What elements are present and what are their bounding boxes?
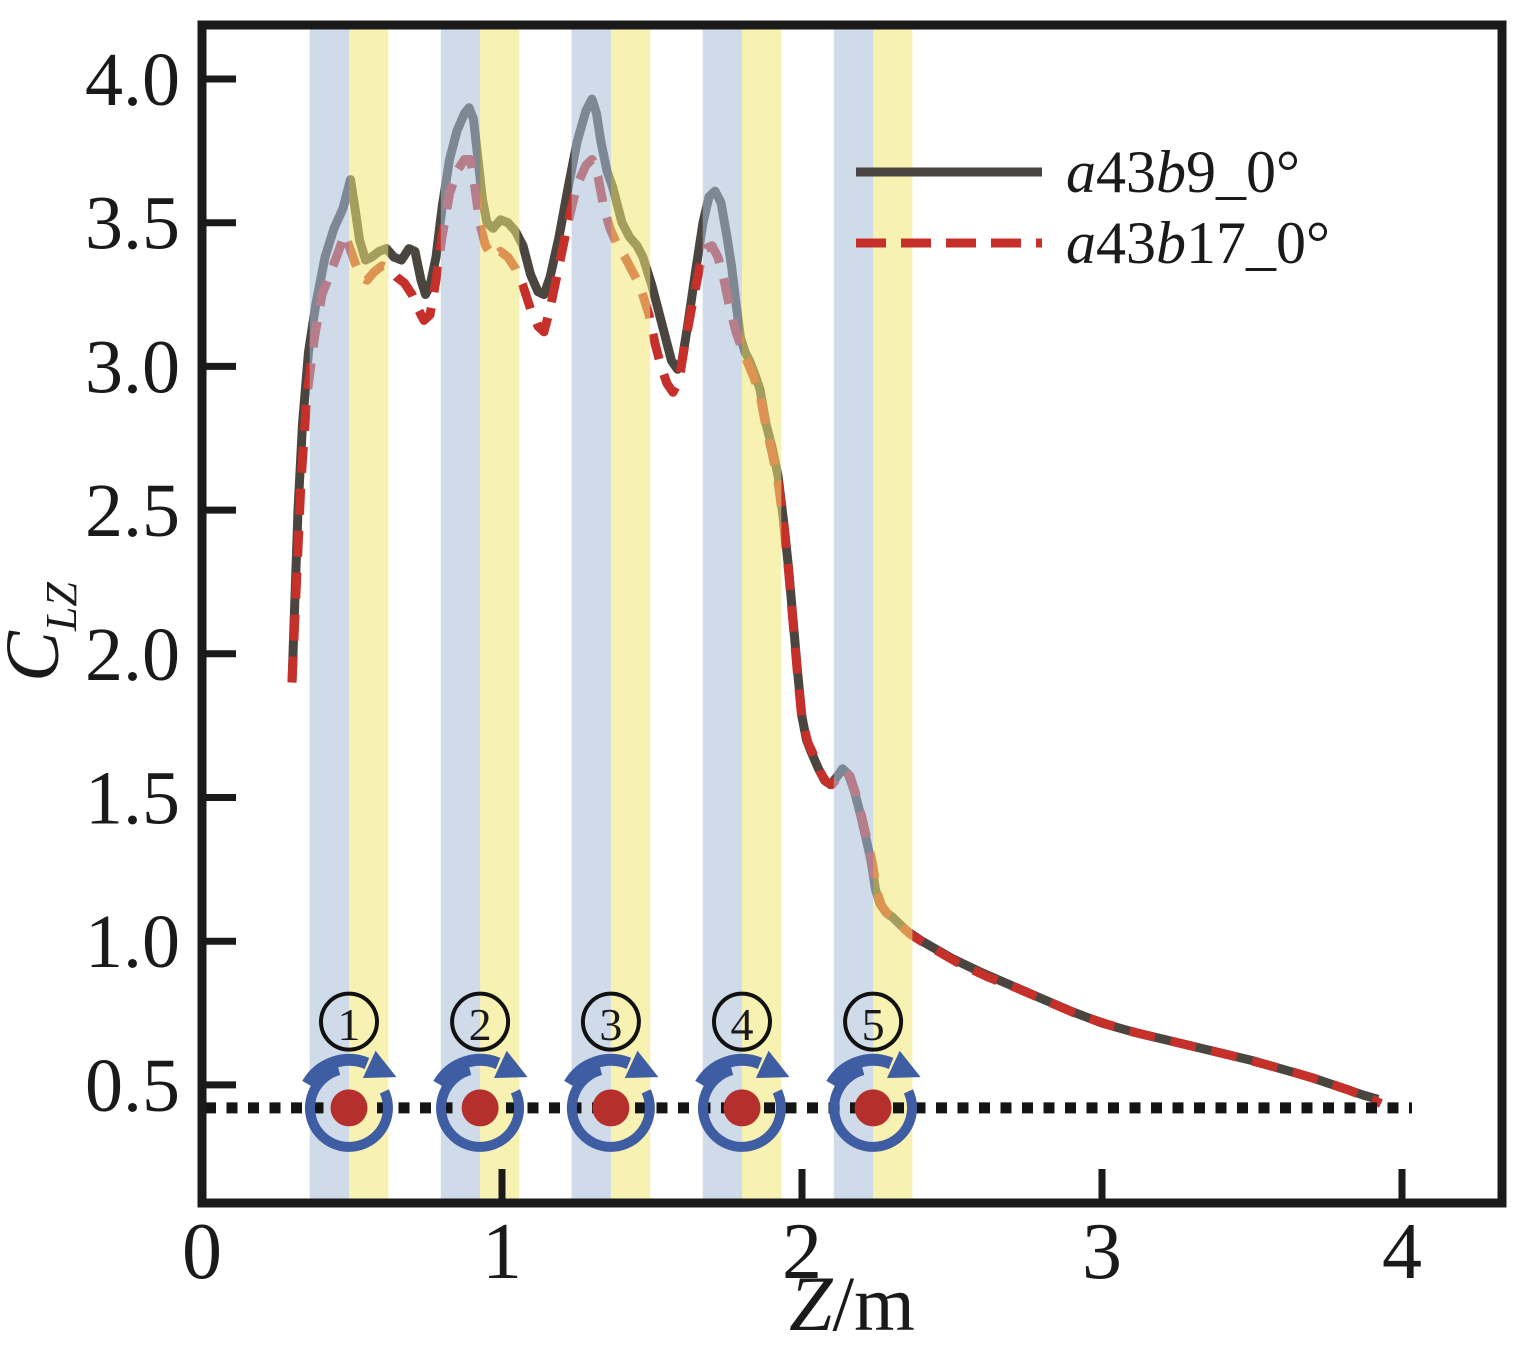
rotation-arrow-arc-icon — [433, 1053, 501, 1088]
circled-number-label: 3 — [599, 999, 622, 1050]
x-tick-label: 0 — [182, 1208, 222, 1296]
rotor-hub-dot — [723, 1089, 761, 1127]
rotor-icon-4: 4 — [695, 991, 790, 1152]
y-axis-title: CLZ — [0, 582, 86, 682]
rotation-ring-icon — [697, 1065, 786, 1152]
rotation-arrowhead-icon — [362, 1050, 397, 1078]
x-tick-label: 3 — [1082, 1208, 1122, 1296]
rotation-arrowhead-icon — [755, 1050, 790, 1078]
rotation-ring-icon — [304, 1065, 393, 1152]
x-tick-label: 1 — [482, 1208, 522, 1296]
y-tick-label: 2.5 — [85, 469, 180, 553]
axes: 0 1 2 3 4 0.5 1.0 1.5 2.0 2.5 3.0 3.5 4.0 Z/m CLZ — [0, 20, 1507, 1347]
y-tick-label: 1.0 — [85, 900, 180, 984]
circled-number-outline — [319, 991, 379, 1052]
rotation-arrowhead-icon — [624, 1050, 659, 1078]
rotation-arrowhead-icon — [887, 1050, 921, 1078]
y-tick-label: 2.0 — [85, 613, 180, 697]
rotor-icon-1: 1 — [302, 991, 397, 1152]
circled-number-label: 1 — [338, 999, 361, 1050]
rotation-arrow-arc-icon — [826, 1053, 894, 1088]
y-tick-label: 3.5 — [85, 182, 180, 266]
rotation-ring-icon — [829, 1065, 918, 1152]
rotor-icon-5: 5 — [826, 991, 921, 1152]
rotor-icon-2: 2 — [433, 991, 528, 1152]
y-tick-label: 4.0 — [85, 38, 180, 122]
legend: a43b9_0°a43b17_0° — [856, 139, 1330, 276]
y-tick-label: 0.5 — [85, 1044, 180, 1128]
x-tick-label: 2 — [782, 1208, 822, 1296]
y-tick-label: 1.5 — [85, 757, 180, 841]
rotation-ring-icon — [566, 1065, 655, 1152]
circled-number-label: 4 — [731, 999, 754, 1050]
x-axis-title: Z/m — [789, 1260, 915, 1347]
rotation-arrow-arc-icon — [564, 1053, 632, 1088]
circled-number-label: 2 — [469, 999, 492, 1050]
y-tick-label: 3.0 — [85, 325, 180, 409]
rotor-hub-dot — [592, 1089, 630, 1127]
circled-number-outline — [843, 991, 904, 1052]
rotation-ring-icon — [436, 1065, 525, 1152]
rotation-arrow-arc-icon — [695, 1053, 763, 1088]
plot-frame — [197, 20, 1507, 1208]
circled-number-outline — [712, 991, 772, 1052]
rotor-hub-dot — [461, 1089, 499, 1127]
rotor-hub-dot — [330, 1089, 368, 1127]
legend-label: a43b17_0° — [1066, 210, 1330, 276]
legend-label: a43b9_0° — [1066, 139, 1300, 205]
rotor-icon-3: 3 — [564, 991, 659, 1152]
circled-number-outline — [580, 991, 641, 1052]
circled-number-label: 5 — [862, 999, 885, 1050]
rotation-arrow-arc-icon — [302, 1053, 370, 1088]
circled-number-outline — [450, 991, 511, 1052]
rotation-arrowhead-icon — [494, 1050, 528, 1078]
rotor-hub-dot — [854, 1089, 892, 1127]
x-tick-label: 4 — [1382, 1208, 1422, 1296]
